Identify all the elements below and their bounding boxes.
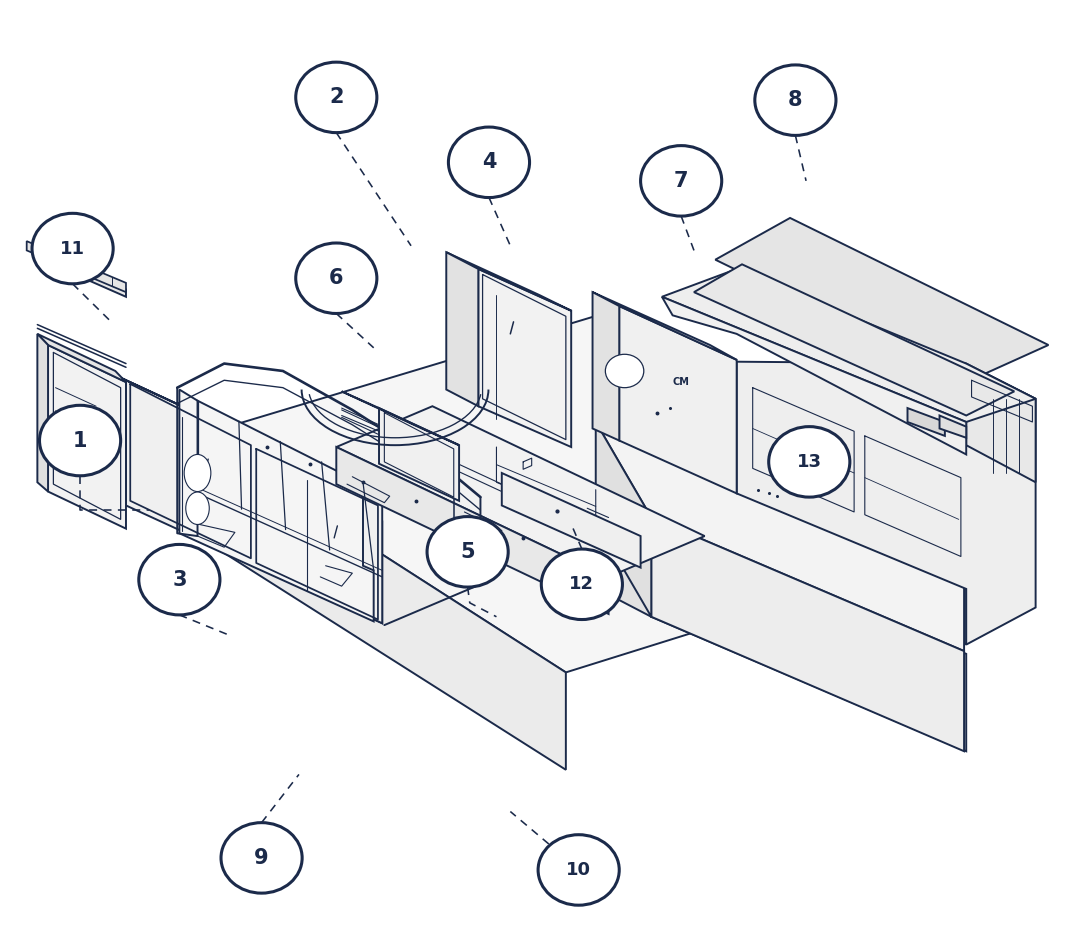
Polygon shape: [379, 408, 460, 500]
Text: 6: 6: [329, 269, 343, 289]
Polygon shape: [446, 253, 478, 406]
Polygon shape: [715, 218, 1049, 382]
Text: 7: 7: [674, 171, 688, 191]
Text: 12: 12: [570, 575, 595, 593]
Polygon shape: [48, 345, 126, 529]
Polygon shape: [596, 422, 651, 617]
Text: 10: 10: [566, 861, 591, 879]
Polygon shape: [337, 406, 705, 577]
Polygon shape: [662, 297, 966, 454]
Circle shape: [296, 243, 377, 313]
Polygon shape: [662, 269, 1036, 422]
Polygon shape: [596, 422, 964, 651]
Text: 1: 1: [73, 430, 87, 450]
Polygon shape: [37, 334, 48, 492]
Polygon shape: [96, 366, 126, 505]
Circle shape: [138, 544, 220, 615]
Polygon shape: [126, 380, 382, 623]
Polygon shape: [940, 415, 966, 438]
Polygon shape: [197, 436, 566, 770]
Text: CM: CM: [673, 377, 689, 387]
Polygon shape: [592, 292, 620, 441]
Text: 5: 5: [461, 542, 475, 562]
Polygon shape: [598, 490, 651, 617]
Polygon shape: [197, 315, 966, 673]
Polygon shape: [592, 292, 736, 359]
Circle shape: [221, 823, 302, 893]
Polygon shape: [502, 473, 640, 568]
Ellipse shape: [186, 492, 209, 524]
Text: 8: 8: [788, 90, 803, 110]
Text: EQUIPMENT: EQUIPMENT: [332, 465, 757, 528]
Circle shape: [605, 355, 644, 388]
Polygon shape: [694, 264, 1014, 415]
Polygon shape: [620, 307, 736, 494]
Circle shape: [755, 65, 836, 135]
Polygon shape: [966, 363, 1036, 482]
Circle shape: [296, 62, 377, 132]
Text: 2: 2: [329, 87, 343, 108]
Polygon shape: [651, 517, 964, 751]
Text: 11: 11: [60, 239, 85, 257]
Polygon shape: [736, 361, 1036, 644]
Text: SPECIALISTS: SPECIALISTS: [366, 530, 723, 577]
Polygon shape: [342, 392, 460, 446]
Circle shape: [427, 517, 509, 587]
Circle shape: [640, 146, 722, 216]
Polygon shape: [598, 315, 966, 644]
Text: 9: 9: [254, 848, 269, 867]
Circle shape: [449, 127, 529, 198]
Polygon shape: [197, 436, 382, 623]
Text: 13: 13: [797, 453, 822, 471]
Circle shape: [541, 549, 623, 620]
Circle shape: [32, 213, 113, 284]
Polygon shape: [37, 334, 126, 382]
Polygon shape: [446, 253, 572, 310]
Circle shape: [538, 834, 620, 905]
Text: ™: ™: [685, 486, 698, 499]
Polygon shape: [180, 390, 374, 622]
Polygon shape: [651, 517, 966, 751]
Text: 3: 3: [172, 569, 186, 589]
Ellipse shape: [184, 454, 211, 492]
Polygon shape: [907, 408, 945, 436]
Circle shape: [769, 427, 849, 497]
Polygon shape: [37, 251, 126, 297]
Polygon shape: [478, 269, 572, 447]
Polygon shape: [155, 417, 382, 521]
Text: 4: 4: [481, 152, 497, 172]
Polygon shape: [337, 447, 609, 614]
Polygon shape: [96, 366, 382, 499]
Circle shape: [39, 405, 121, 476]
Polygon shape: [27, 241, 126, 292]
